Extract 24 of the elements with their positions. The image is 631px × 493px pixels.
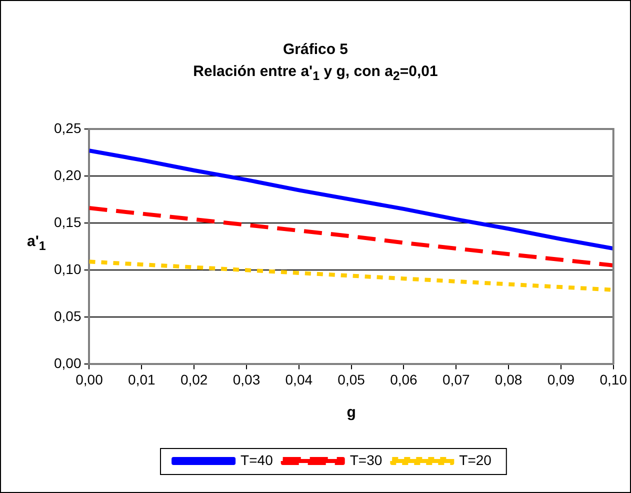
x-tick-label: 0,02 xyxy=(180,371,208,388)
x-tick-label: 0,06 xyxy=(390,371,418,388)
y-tick-label: 0,10 xyxy=(54,260,82,277)
x-tick-label: 0,04 xyxy=(285,371,313,388)
legend-label: T=30 xyxy=(350,452,382,468)
y-tick-label: 0,15 xyxy=(54,214,82,230)
x-tick-label: 0,07 xyxy=(442,371,470,388)
chart-title: Gráfico 5 xyxy=(282,41,350,58)
x-tick-label: 0,09 xyxy=(547,371,575,388)
legend-label: T=20 xyxy=(459,452,492,468)
x-tick-label: 0,01 xyxy=(128,371,156,388)
y-tick-label: 0,20 xyxy=(54,166,82,183)
x-tick-label: 0,05 xyxy=(338,371,366,388)
y-axis-title: a'$_{1}$ xyxy=(27,233,46,253)
x-tick-label: 0,10 xyxy=(600,371,628,388)
y-tick-label: 0,00 xyxy=(54,355,82,372)
x-tick-label: 0,00 xyxy=(76,371,104,388)
y-tick-label: 0,05 xyxy=(54,308,82,324)
y-tick-label: 0,25 xyxy=(54,120,82,136)
x-tick-label: 0,03 xyxy=(232,371,260,388)
x-tick-label: 0,08 xyxy=(494,371,522,388)
x-axis-title: g xyxy=(346,404,356,422)
legend-label: T=40 xyxy=(240,452,274,468)
chart-subtitle: Relación entre a'$_{1}$ y g, con a$_{2}$=0,01 xyxy=(192,63,439,83)
